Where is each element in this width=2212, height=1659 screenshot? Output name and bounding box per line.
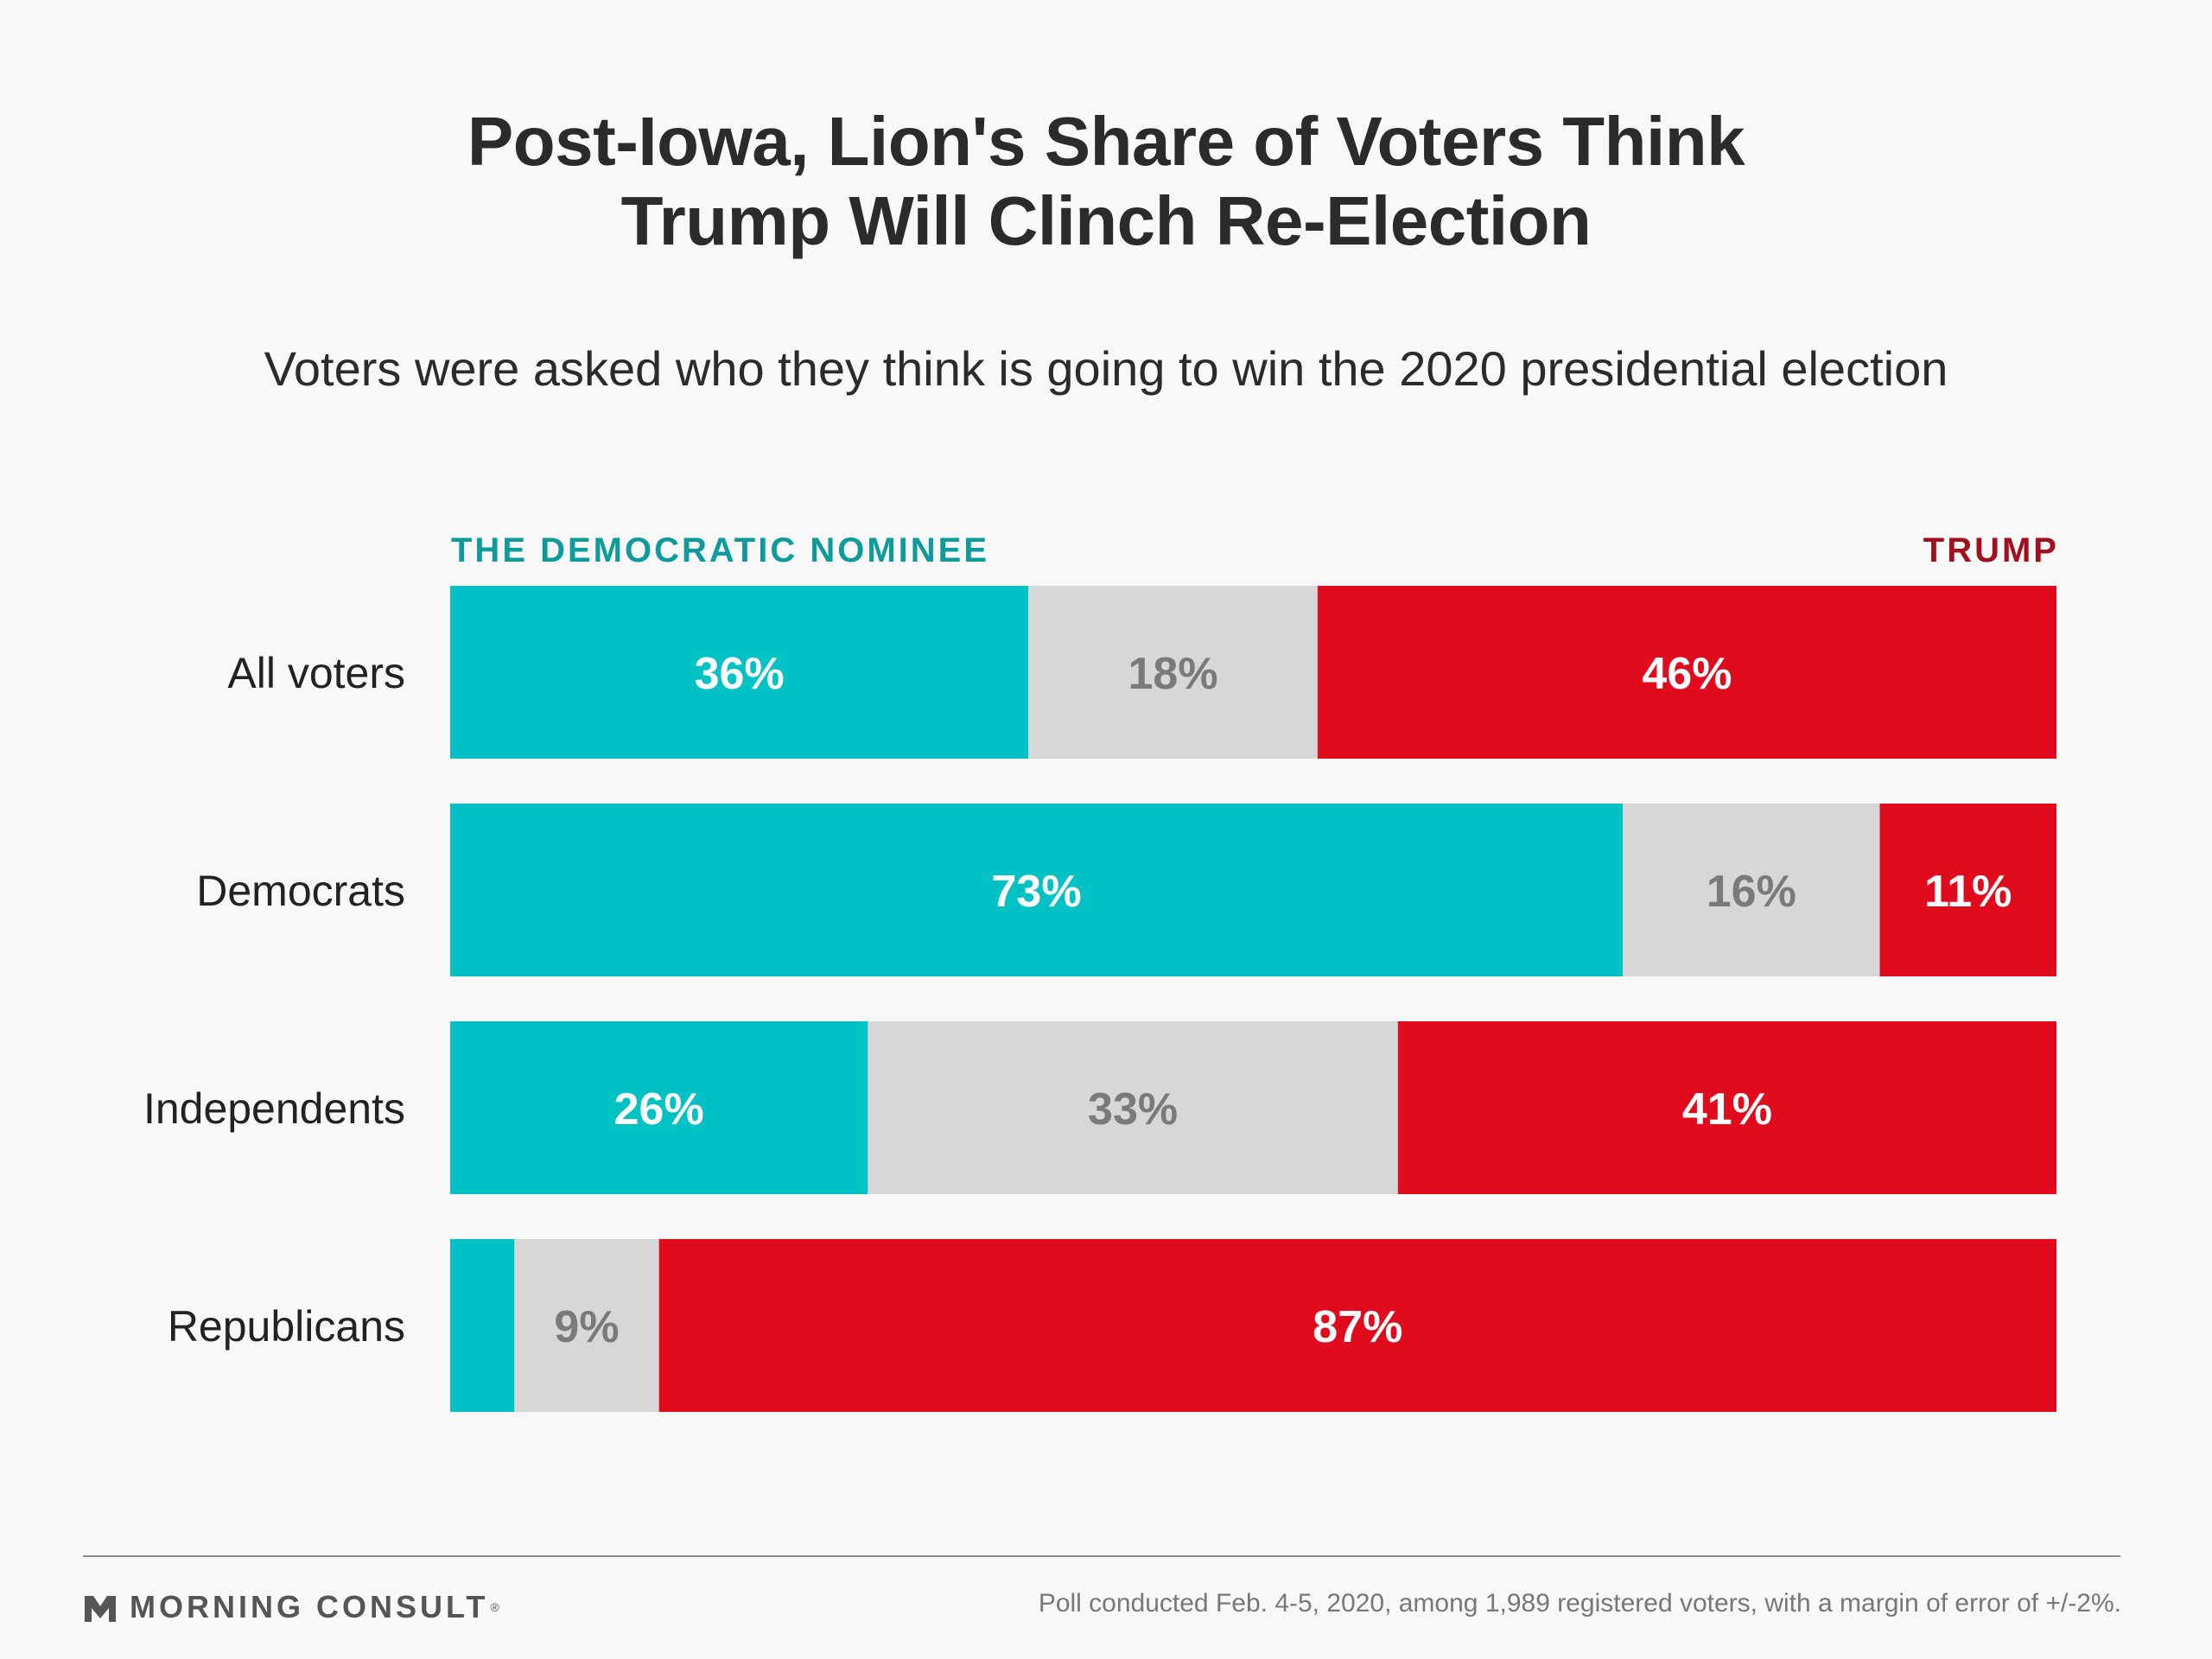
category-label: Independents — [143, 1084, 405, 1133]
bar-value-label: 41% — [1682, 1084, 1772, 1135]
brand-logo: MORNING CONSULT ® — [83, 1588, 499, 1626]
chart-title-line-1: Post-Iowa, Lion's Share of Voters Think — [467, 103, 1745, 180]
bar-segment — [1879, 804, 2056, 976]
bar-segment — [450, 804, 1624, 976]
bar-segment — [1317, 586, 2056, 759]
bar-segment — [1623, 804, 1880, 976]
bar-value-label: 36% — [695, 649, 785, 699]
bar-value-label: 33% — [1088, 1084, 1178, 1135]
bar-segment — [450, 1021, 868, 1194]
brand-name: MORNING CONSULT — [130, 1589, 489, 1624]
bar-value-label: 16% — [1707, 867, 1796, 917]
bar-segment — [514, 1239, 659, 1412]
legend-trump: TRUMP — [1923, 531, 2059, 569]
bar-segment — [450, 586, 1029, 759]
footnote: Poll conducted Feb. 4-5, 2020, among 1,9… — [1038, 1589, 2121, 1618]
bar-segment — [868, 1021, 1398, 1194]
chart-subtitle: Voters were asked who they think is goin… — [264, 341, 1948, 396]
chart-title-line-2: Trump Will Clinch Re-Election — [620, 182, 1592, 259]
chart-title: Post-Iowa, Lion's Share of Voters Think … — [0, 102, 2212, 261]
bar-segment — [1397, 1021, 2056, 1194]
bar-segment — [1028, 586, 1318, 759]
bar-segment — [450, 1239, 515, 1412]
bar-value-label: 87% — [1313, 1302, 1402, 1352]
bar-value-label: 9% — [554, 1302, 619, 1352]
category-label: Democrats — [196, 867, 405, 915]
bar-segment — [658, 1239, 2057, 1412]
bar-value-label: 18% — [1128, 649, 1218, 699]
footer-divider — [83, 1555, 2120, 1557]
bar-value-label: 46% — [1642, 649, 1732, 699]
morning-consult-logo-icon — [85, 1596, 116, 1622]
category-label: All voters — [227, 649, 405, 697]
category-label: Republicans — [168, 1302, 405, 1351]
stacked-bar-chart: All voters 36% 18% 46% Democrats 73% 16% 11% Ind… — [143, 586, 2057, 1412]
bar-value-label: 26% — [614, 1084, 704, 1135]
brand-registered-mark: ® — [490, 1600, 499, 1614]
bar-value-label: 11% — [1924, 867, 2012, 917]
bar-value-label: 73% — [991, 867, 1081, 917]
legend-democratic-nominee: THE DEMOCRATIC NOMINEE — [451, 531, 990, 569]
